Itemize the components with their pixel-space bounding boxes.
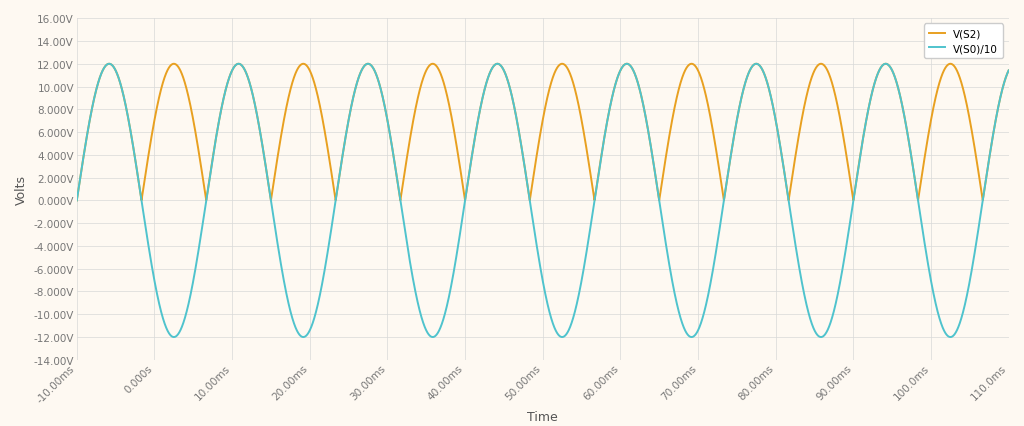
Y-axis label: Volts: Volts <box>15 175 28 204</box>
V(S0)/10 <box>1002 69 1015 74</box>
V(S0)/10 <box>621 62 633 67</box>
V(S2) <box>669 104 681 109</box>
V(S2) <box>621 62 633 67</box>
V(S2) <box>71 199 83 204</box>
V(S0)/10 <box>944 335 956 340</box>
V(S0)/10 <box>303 329 315 334</box>
V(S2) <box>634 91 646 96</box>
V(S2) <box>303 67 315 72</box>
X-axis label: Time: Time <box>527 410 558 423</box>
V(S2) <box>511 122 523 127</box>
V(S0)/10 <box>942 334 954 339</box>
V(S0)/10 <box>738 85 751 90</box>
V(S2) <box>738 85 751 90</box>
V(S0)/10 <box>511 122 523 127</box>
V(S2) <box>1002 69 1015 74</box>
Legend: V(S2), V(S0)/10: V(S2), V(S0)/10 <box>925 24 1004 59</box>
V(S0)/10 <box>71 199 83 204</box>
Line: V(S0)/10: V(S0)/10 <box>77 65 1009 337</box>
Line: V(S2): V(S2) <box>77 65 1009 201</box>
V(S0)/10 <box>634 91 646 96</box>
V(S2) <box>942 63 954 68</box>
V(S0)/10 <box>669 293 681 298</box>
